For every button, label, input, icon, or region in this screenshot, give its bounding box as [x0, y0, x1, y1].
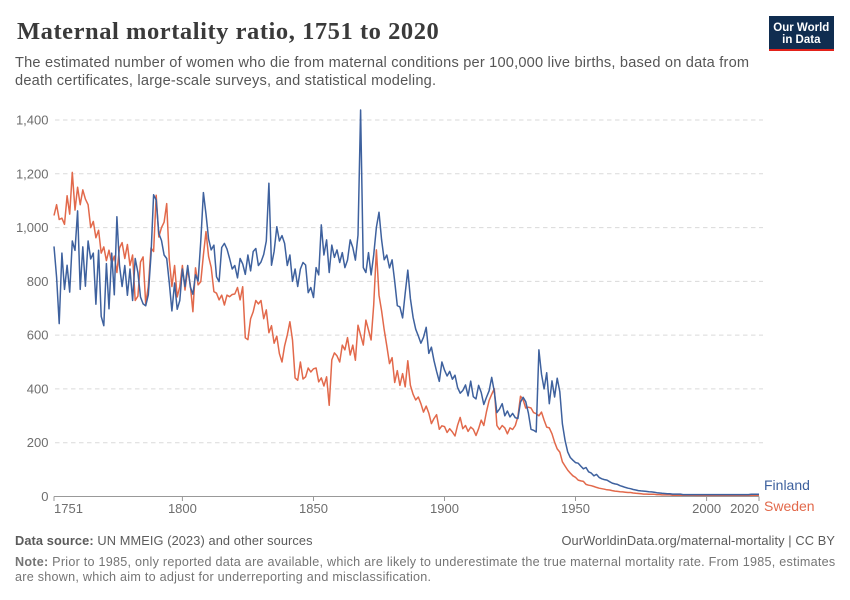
svg-text:Finland: Finland [764, 477, 810, 493]
svg-text:2020: 2020 [730, 501, 759, 516]
svg-text:0: 0 [41, 489, 48, 504]
svg-text:1,000: 1,000 [16, 220, 49, 235]
svg-text:1751: 1751 [54, 501, 83, 516]
svg-text:200: 200 [27, 435, 49, 450]
svg-text:Sweden: Sweden [764, 498, 815, 514]
svg-text:600: 600 [27, 328, 49, 343]
svg-text:800: 800 [27, 274, 49, 289]
svg-text:1900: 1900 [430, 501, 459, 516]
svg-text:1950: 1950 [561, 501, 590, 516]
svg-text:2000: 2000 [692, 501, 721, 516]
svg-text:400: 400 [27, 381, 49, 396]
svg-text:1850: 1850 [299, 501, 328, 516]
svg-text:1,200: 1,200 [16, 166, 49, 181]
svg-text:1,400: 1,400 [16, 113, 49, 128]
svg-text:1800: 1800 [168, 501, 197, 516]
